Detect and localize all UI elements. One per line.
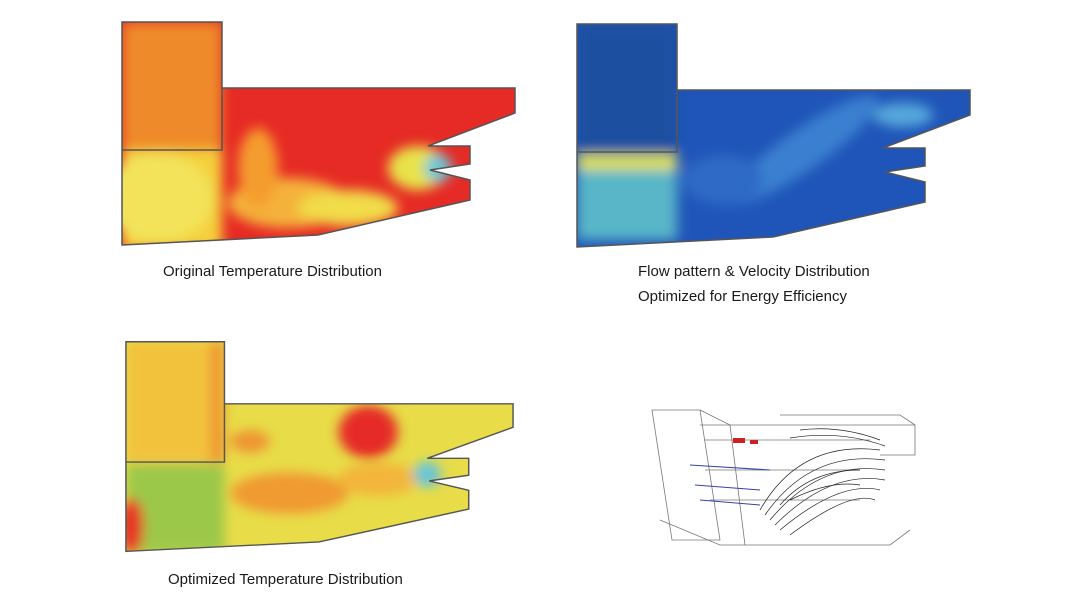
caption: Optimized Temperature Distribution — [168, 567, 403, 592]
caption-line: Flow pattern & Velocity Distribution — [638, 263, 870, 280]
temperature-original-image — [121, 21, 516, 246]
caption: Flow pattern & Velocity Distribution Opt… — [638, 259, 870, 309]
caption: Original Temperature Distribution — [163, 259, 382, 284]
velocity-image — [576, 23, 971, 248]
streamline-image — [651, 409, 916, 546]
caption-line: Optimized Temperature Distribution — [168, 571, 403, 588]
temperature-optimized-image — [125, 341, 514, 553]
caption-line: Optimized for Energy Efficiency — [638, 288, 847, 305]
caption-line: Original Temperature Distribution — [163, 263, 382, 280]
